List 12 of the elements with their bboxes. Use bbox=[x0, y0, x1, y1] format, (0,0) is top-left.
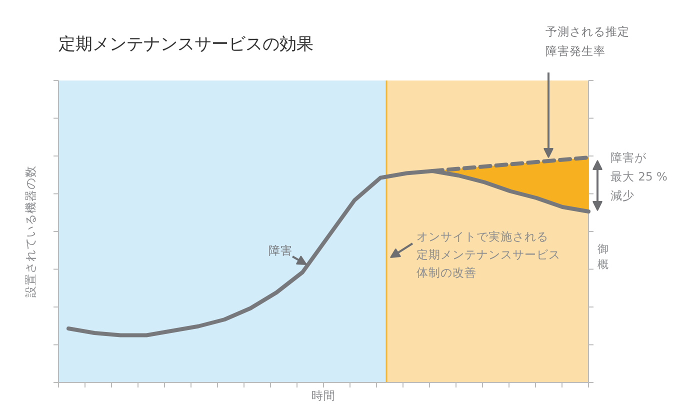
annotation: オンサイトで実施される bbox=[416, 230, 548, 244]
text: 減少 bbox=[610, 188, 634, 202]
chart-title: 定期メンテナンスサービスの効果 bbox=[58, 34, 314, 54]
text: 予測される推定障害発生率 bbox=[546, 24, 630, 58]
x-axis-title: 時間 bbox=[312, 388, 336, 402]
y-axis-title: 設置されている機器の数 bbox=[24, 166, 38, 298]
series-label: 障害 bbox=[268, 244, 292, 258]
annotation: 体制の改善 bbox=[416, 266, 476, 280]
text: 最大 25 % bbox=[610, 170, 668, 184]
annotation: 定期メンテナンスサービス bbox=[416, 248, 560, 262]
text: 障害が bbox=[610, 150, 648, 164]
text: 御概 bbox=[598, 242, 608, 272]
